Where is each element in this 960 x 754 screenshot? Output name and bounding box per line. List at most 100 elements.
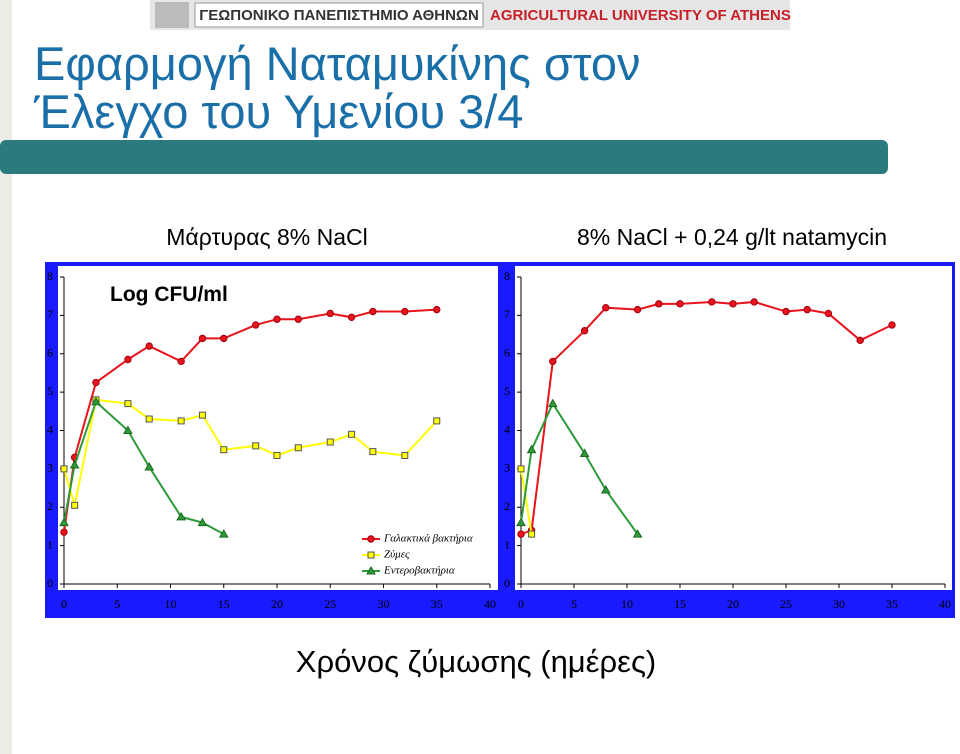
data-point xyxy=(367,551,375,559)
y-tick-label: 8 xyxy=(504,269,510,283)
data-point xyxy=(176,511,187,521)
x-tick-label: 10 xyxy=(621,597,633,611)
x-tick-label: 25 xyxy=(324,597,336,611)
data-point xyxy=(433,417,441,425)
y-tick-label: 6 xyxy=(47,346,53,360)
y-tick-label: 7 xyxy=(504,307,510,321)
data-point xyxy=(517,465,525,473)
data-point xyxy=(580,327,589,335)
data-point xyxy=(145,415,153,423)
x-tick-label: 30 xyxy=(833,597,845,611)
x-tick-label: 35 xyxy=(431,597,443,611)
data-point xyxy=(369,448,377,456)
data-point xyxy=(856,336,864,345)
header-english: AGRICULTURAL UNIVERSITY OF ATHENS xyxy=(490,7,791,24)
data-point xyxy=(69,460,80,469)
data-point xyxy=(549,357,557,366)
series-line xyxy=(520,300,893,536)
data-point xyxy=(708,298,716,306)
logo xyxy=(155,2,189,28)
data-point xyxy=(220,334,228,343)
data-point xyxy=(367,535,375,543)
x-tick-label: 30 xyxy=(378,597,390,611)
series-line xyxy=(520,468,533,535)
y-tick-label: 1 xyxy=(504,537,510,551)
y-tick-label: 3 xyxy=(504,461,510,475)
x-tick-label: 10 xyxy=(165,597,177,611)
data-point xyxy=(347,313,356,321)
data-point xyxy=(91,396,101,406)
data-point xyxy=(220,446,228,454)
data-point xyxy=(92,378,100,387)
y-tick-label: 1 xyxy=(47,537,53,551)
header-greek: ΓΕΩΠΟΝΙΚΟ ΠΑΝΕΠΙΣΤΗΜΙΟ ΑΘΗΝΩΝ xyxy=(199,7,479,24)
data-point xyxy=(528,530,536,538)
data-point xyxy=(252,442,260,450)
data-point xyxy=(401,451,409,459)
y-tick-label: 8 xyxy=(47,269,53,283)
data-point xyxy=(803,305,811,314)
data-point xyxy=(124,400,132,408)
x-tick-label: 15 xyxy=(218,597,230,611)
y-tick-label: 2 xyxy=(47,499,53,513)
y-tick-label: 2 xyxy=(504,499,510,513)
data-point xyxy=(123,425,133,434)
header-greek-box xyxy=(194,2,484,28)
data-point xyxy=(294,315,302,323)
y-tick-label: 0 xyxy=(504,576,510,590)
x-tick-label: 40 xyxy=(939,597,951,611)
y-axis-label: Log CFU/ml xyxy=(110,283,228,306)
x-tick-label: 35 xyxy=(886,597,898,611)
data-point xyxy=(145,342,153,350)
data-point xyxy=(60,465,68,473)
data-point xyxy=(526,444,537,454)
legend-label: Εντεροβακτήρια xyxy=(383,565,455,577)
data-point xyxy=(59,517,69,527)
data-point xyxy=(729,300,737,308)
x-tick-label: 20 xyxy=(727,597,739,611)
y-tick-label: 5 xyxy=(504,384,510,398)
x-tick-label: 20 xyxy=(271,597,283,611)
slide-title: Εφαρμογή Ναταμυκίνης στον xyxy=(34,37,640,90)
series-line xyxy=(63,398,438,506)
data-point xyxy=(60,528,68,536)
data-point xyxy=(144,461,155,471)
data-point xyxy=(517,530,525,538)
y-tick-label: 4 xyxy=(47,422,53,436)
x-tick-label: 5 xyxy=(571,597,577,611)
data-point xyxy=(782,307,790,316)
data-point xyxy=(401,307,409,316)
data-point xyxy=(750,298,758,306)
side-band xyxy=(0,0,12,754)
data-point xyxy=(602,304,610,312)
plot-area xyxy=(515,266,952,590)
x-axis-label: Χρόνος ζύμωσης (ημέρες) xyxy=(296,644,656,679)
data-point xyxy=(71,501,79,509)
data-point xyxy=(632,529,643,538)
data-point xyxy=(655,300,663,308)
data-point xyxy=(218,529,229,538)
data-point xyxy=(600,484,611,494)
data-point xyxy=(676,300,684,308)
x-tick-label: 0 xyxy=(518,597,524,611)
data-point xyxy=(273,315,281,323)
series-line xyxy=(520,401,639,535)
data-point xyxy=(177,417,185,425)
data-point xyxy=(197,517,208,527)
data-point xyxy=(824,309,833,318)
y-tick-label: 4 xyxy=(504,422,510,436)
data-point xyxy=(326,438,334,446)
x-tick-label: 5 xyxy=(114,597,120,611)
data-point xyxy=(198,334,207,343)
chart-title: 8% NaCl + 0,24 g/lt natamycin xyxy=(577,224,887,250)
data-point xyxy=(294,444,302,452)
data-point xyxy=(888,321,896,329)
title-bar xyxy=(0,140,888,174)
series-line xyxy=(63,308,437,533)
legend-label: Ζύμες xyxy=(384,549,410,561)
data-point xyxy=(633,305,642,314)
x-tick-label: 25 xyxy=(780,597,792,611)
data-point xyxy=(579,448,590,458)
data-point xyxy=(273,451,281,459)
